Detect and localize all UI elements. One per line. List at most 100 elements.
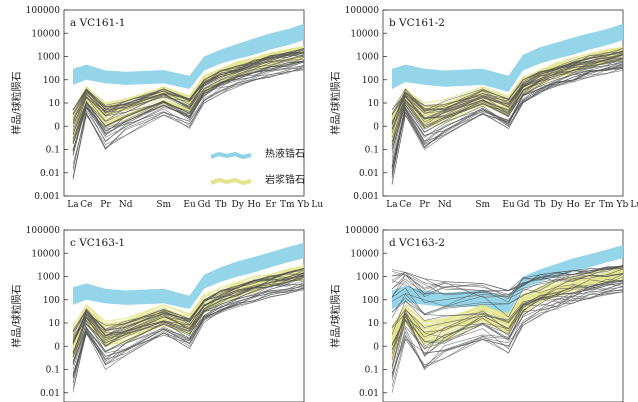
legend-label-hydrothermal: 热液锆石 — [265, 147, 305, 160]
y-tick-label: 10 — [368, 99, 380, 109]
x-tick-label: Sm — [156, 200, 171, 210]
sample-line — [72, 65, 304, 171]
sample-line — [391, 289, 623, 376]
sample-line — [72, 70, 304, 180]
panel-title: d VC163-2 — [389, 237, 445, 249]
y-tick-label: 0.1 — [365, 146, 379, 156]
y-tick-label: 0.001 — [353, 192, 379, 202]
x-tick-label: Dy — [232, 200, 245, 210]
y-tick-label: 0.01 — [40, 389, 60, 399]
y-tick-label: 1000 — [356, 273, 379, 283]
sample-line — [391, 53, 623, 124]
sample-line — [391, 266, 623, 298]
x-tick-label: Ho — [566, 200, 579, 210]
x-tick-label: Tm — [599, 200, 614, 210]
magmatic-zircon-line — [72, 46, 304, 111]
y-tick-label: 0 — [54, 342, 60, 352]
y-tick-label: 0.01 — [359, 389, 379, 399]
x-tick-label: Nd — [438, 200, 452, 210]
y-tick-label: 0.01 — [40, 169, 60, 179]
sample-line — [391, 70, 623, 184]
sample-line — [72, 60, 304, 155]
sample-line — [72, 287, 304, 374]
hydrothermal-zircon-band — [73, 242, 304, 309]
x-tick-label: Gd — [517, 200, 530, 210]
y-tick-label: 100000 — [345, 226, 380, 236]
x-tick-label: Pr — [100, 200, 111, 210]
y-axis-label: 样品/球粒陨石 — [10, 284, 23, 347]
hydrothermal-zircon-band — [392, 23, 623, 92]
sample-line — [391, 283, 623, 357]
y-tick-label: 1000 — [37, 53, 60, 63]
sample-line — [72, 287, 304, 378]
x-tick-label: Eu — [502, 200, 515, 210]
sample-line — [391, 51, 623, 114]
sample-line — [391, 265, 623, 291]
y-tick-label: 10000 — [31, 29, 60, 39]
chart-panel: 0.01 0.1 0 10 100 1000 10000 100000 样品/球粒陨石 d VC1… — [329, 226, 624, 402]
sample-line — [391, 273, 623, 307]
magmatic-zircon-line — [391, 275, 623, 354]
magmatic-zircon-line — [72, 266, 304, 333]
sample-line — [391, 62, 623, 143]
sample-line — [391, 54, 623, 123]
sample-line — [72, 48, 304, 111]
y-tick-label: 0.001 — [34, 192, 60, 202]
sample-line — [72, 287, 304, 389]
x-tick-label: Nd — [119, 200, 133, 210]
x-tick-label: Dy — [551, 200, 564, 210]
hydrothermal-zircon-band — [392, 245, 623, 314]
sample-line — [391, 58, 623, 151]
y-tick-label: 0 — [54, 122, 60, 132]
y-tick-label: 10 — [49, 319, 61, 329]
sample-line — [72, 67, 304, 169]
plot-frame — [382, 229, 624, 402]
magmatic-zircon-line — [72, 55, 304, 139]
y-tick-label: 10000 — [350, 249, 379, 259]
chart-panel: 0.01 0.1 0 10 100 1000 10000 100000 样品/球粒陨石 c VC1… — [10, 226, 305, 402]
y-tick-label: 100 — [43, 296, 60, 306]
sample-line — [72, 61, 304, 157]
y-tick-label: 100000 — [345, 6, 380, 16]
sample-line — [72, 272, 304, 355]
sample-line — [391, 285, 623, 381]
x-tick-label: Yb — [297, 200, 310, 210]
sample-line — [72, 289, 304, 393]
sample-line — [72, 55, 304, 136]
x-tick-label: La — [67, 200, 79, 210]
y-tick-label: 100000 — [26, 226, 61, 236]
chart-panel: 0.001 0.01 0.1 0 10 100 1000 10000 100000 样品/球粒陨石… — [10, 6, 323, 210]
y-tick-label: 100000 — [26, 6, 61, 16]
sample-line — [391, 280, 623, 355]
sample-line — [72, 279, 304, 364]
x-tick-label: Er — [584, 200, 596, 210]
x-tick-label: Eu — [183, 200, 196, 210]
plot-area — [72, 242, 304, 393]
legend-swatch-magmatic — [210, 177, 252, 186]
sample-line — [391, 64, 623, 168]
panel-title: b VC161-2 — [389, 17, 445, 29]
y-tick-label: 1000 — [37, 273, 60, 283]
legend-swatch-hydrothermal — [210, 151, 252, 160]
sample-line — [391, 51, 623, 126]
sample-line — [391, 291, 623, 375]
y-tick-label: 0.1 — [46, 146, 60, 156]
x-tick-label: Pr — [419, 200, 430, 210]
y-axis-label: 样品/球粒陨石 — [329, 71, 342, 134]
sample-line — [72, 275, 304, 365]
plot-area — [391, 245, 623, 393]
x-tick-label: Tb — [534, 200, 546, 210]
panel-title: c VC163-1 — [70, 237, 125, 249]
x-tick-label: Ce — [80, 200, 92, 210]
sample-line — [72, 65, 304, 150]
y-tick-label: 10000 — [350, 29, 379, 39]
sample-line — [391, 291, 623, 388]
sample-line — [391, 273, 623, 316]
sample-line — [391, 54, 623, 131]
x-tick-label: Lu — [311, 200, 323, 210]
sample-line — [72, 56, 304, 139]
y-tick-label: 100 — [43, 76, 60, 86]
panel-title: a VC161-1 — [70, 17, 125, 29]
plot-frame — [63, 229, 305, 402]
